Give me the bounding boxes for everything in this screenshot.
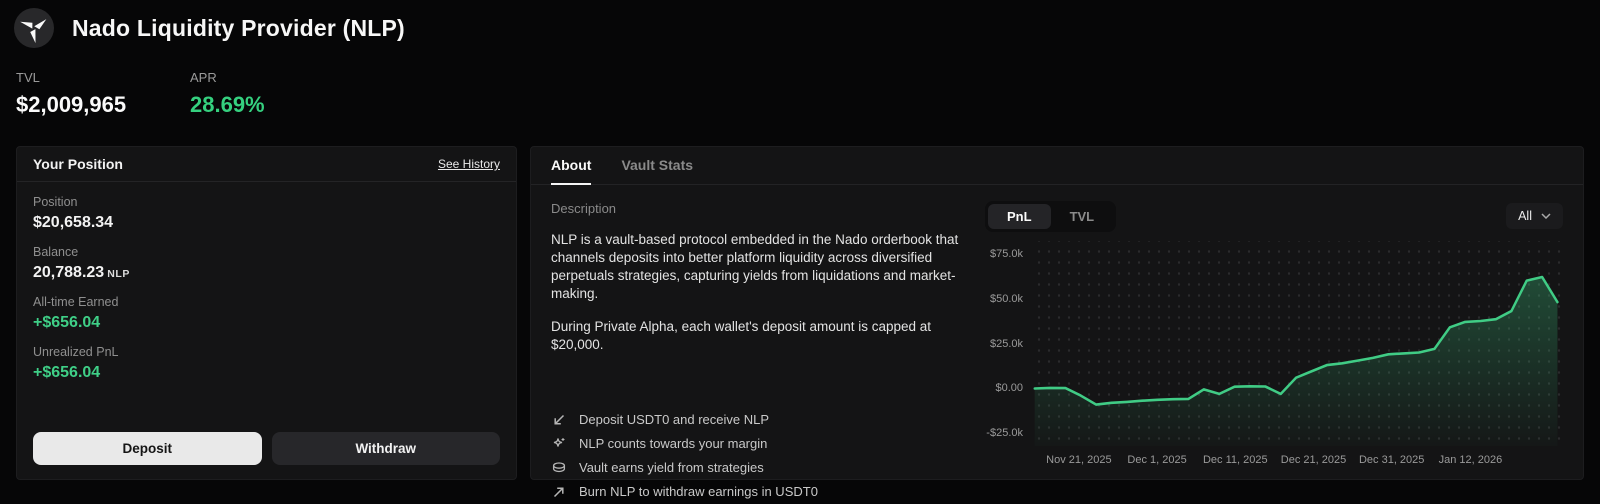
pnl-line (1033, 275, 1559, 406)
page-title: Nado Liquidity Provider (NLP) (72, 14, 405, 41)
range-selected-value: All (1518, 209, 1532, 223)
y-tick-label: $0.00 (995, 382, 1023, 395)
balance-unit: NLP (107, 268, 130, 280)
description-paragraph-1: NLP is a vault-based protocol embedded i… (551, 232, 959, 301)
tvl-stat: TVL $2,009,965 (16, 70, 190, 118)
toggle-pnl-button[interactable]: PnL (988, 203, 1051, 229)
coins-icon (552, 462, 566, 472)
app-logo (14, 8, 54, 48)
feature-burn-text: Burn NLP to withdraw earnings in USDT0 (579, 484, 818, 500)
nado-pinwheel-icon (20, 19, 47, 44)
your-position-title: Your Position (33, 156, 123, 172)
unrealized-pnl-label: Unrealized PnL (33, 345, 119, 359)
toggle-tvl-button[interactable]: TVL (1051, 204, 1114, 229)
feature-deposit: Deposit USDT0 and receive NLP (551, 408, 959, 432)
chart-controls: PnL TVL All (985, 200, 1563, 232)
x-tick-label: Dec 1, 2025 (1127, 454, 1187, 466)
arrow-down-left-icon (554, 414, 565, 425)
x-tick-label: Jan 12, 2026 (1438, 454, 1503, 466)
main-content: Your Position See History Position $20,6… (16, 146, 1584, 499)
about-content: Description NLP is a vault-based protoco… (531, 185, 1583, 504)
about-tabs: About Vault Stats (531, 147, 1583, 185)
feature-yield-text: Vault earns yield from strategies (579, 460, 764, 476)
pnl-area-fill (1034, 277, 1558, 446)
x-axis-labels: Nov 21, 2025 Dec 1, 2025 Dec 11, 2025 Dec 2… (1031, 446, 1563, 470)
position-row: Position $20,658.34 (33, 195, 500, 232)
your-position-body: Position $20,658.34 Balance 20,788.23 NLP… (17, 182, 516, 408)
position-actions: Deposit Withdraw (33, 432, 500, 465)
balance-value: 20,788.23 NLP (33, 264, 500, 282)
chart-metric-toggle: PnL TVL (985, 200, 1117, 232)
x-tick-label: Dec 31, 2025 (1358, 454, 1425, 466)
pnl-chart-svg (1033, 275, 1559, 446)
feature-list: Deposit USDT0 and receive NLP NLP counts… (551, 408, 959, 504)
y-tick-label: $25.0k (989, 337, 1023, 350)
position-value: $20,658.34 (33, 214, 114, 231)
all-time-earned-row: All-time Earned +$656.04 (33, 295, 500, 332)
x-tick-label: Dec 21, 2025 (1280, 454, 1347, 466)
sparkle-icon (553, 437, 565, 447)
withdraw-button[interactable]: Withdraw (271, 432, 500, 465)
chevron-down-icon (1541, 213, 1551, 219)
pnl-chart: $75.0k $50.0k $25.0k $0.00 -$25.0k (985, 241, 1563, 446)
apr-label: APR (190, 70, 217, 85)
y-axis-labels: $75.0k $50.0k $25.0k $0.00 -$25.0k (985, 241, 1031, 446)
x-tick-label: Nov 21, 2025 (1046, 454, 1112, 466)
y-tick-label: $75.0k (989, 247, 1023, 260)
about-panel: About Vault Stats Description NLP is a v… (530, 146, 1584, 499)
balance-amount: 20,788.23 (33, 264, 105, 281)
y-tick-label: $50.0k (989, 292, 1023, 305)
feature-margin-text: NLP counts towards your margin (579, 436, 768, 452)
app-header: Nado Liquidity Provider (NLP) (14, 8, 405, 48)
feature-yield: Vault earns yield from strategies (551, 456, 959, 480)
apr-value: 28.69% (190, 92, 265, 117)
pnl-chart-plot[interactable] (1031, 241, 1563, 446)
position-label: Position (33, 195, 78, 209)
all-time-earned-label: All-time Earned (33, 295, 119, 309)
tvl-label: TVL (16, 70, 40, 85)
tvl-value: $2,009,965 (16, 92, 127, 117)
see-history-link[interactable]: See History (437, 157, 500, 171)
unrealized-pnl-value: +$656.04 (33, 364, 101, 381)
unrealized-pnl-row: Unrealized PnL +$656.04 (33, 345, 500, 382)
feature-deposit-text: Deposit USDT0 and receive NLP (579, 412, 770, 428)
feature-margin: NLP counts towards your margin (551, 432, 959, 456)
description-column: Description NLP is a vault-based protoco… (551, 201, 959, 504)
x-tick-label: Dec 11, 2025 (1202, 454, 1268, 466)
all-time-earned-value: +$656.04 (33, 314, 101, 331)
your-position-panel: Your Position See History Position $20,6… (16, 146, 517, 480)
your-position-header: Your Position See History (17, 147, 516, 182)
feature-burn: Burn NLP to withdraw earnings in USDT0 (551, 480, 959, 504)
y-tick-label: -$25.0k (986, 427, 1023, 440)
deposit-button[interactable]: Deposit (33, 432, 262, 465)
vault-stats-row: TVL $2,009,965 APR 28.69% (16, 70, 364, 118)
balance-row: Balance 20,788.23 NLP (33, 245, 500, 282)
range-selector[interactable]: All (1506, 203, 1563, 229)
balance-label: Balance (33, 245, 79, 259)
chart-column: PnL TVL All $75.0k $50.0k $25.0k $0.00 -$25.… (985, 200, 1563, 504)
description-paragraph-2: During Private Alpha, each wallet's depo… (551, 318, 932, 352)
tab-vault-stats[interactable]: Vault Stats (621, 157, 694, 173)
apr-stat: APR 28.69% (190, 70, 364, 118)
tab-about[interactable]: About (551, 147, 592, 185)
description-label: Description (551, 201, 617, 216)
arrow-up-right-icon (553, 487, 564, 497)
